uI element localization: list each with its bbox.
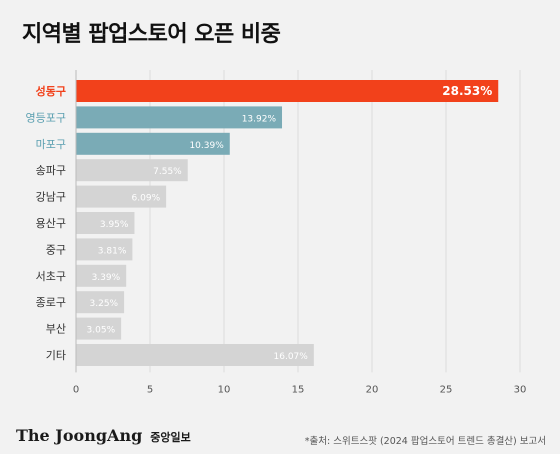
x-tick-label-15: 15 [292,384,305,395]
category-label-4: 강남구 [36,191,66,204]
brand-logo: The JoongAng 중앙일보 [16,426,191,445]
value-label-0: 28.53% [442,84,492,98]
value-label-9: 3.05% [87,326,116,336]
brand-name: The JoongAng [16,426,143,445]
x-tick-label-25: 25 [440,384,453,395]
chart-title: 지역별 팝업스토어 오픈 비중 [22,22,281,47]
category-label-3: 송파구 [36,164,66,177]
category-label-7: 서초구 [36,270,66,283]
source-note: *출처: 스위트스팟 (2024 팝업스토어 트렌드 총결산) 보고서 [304,436,546,447]
value-label-4: 6.09% [132,194,161,204]
value-label-3: 7.55% [153,167,182,177]
bar-5 [76,212,135,234]
bar-2 [76,132,230,155]
bar-3 [76,159,188,182]
x-tick-label-10: 10 [218,384,231,395]
category-label-5: 용산구 [36,217,66,230]
value-label-5: 3.95% [100,220,129,230]
bar-9 [76,317,122,340]
category-label-6: 중구 [46,243,66,256]
category-label-0: 성동구 [36,84,66,98]
bar-7 [76,264,127,287]
x-tick-label-30: 30 [514,384,527,395]
bar-4 [76,185,167,208]
bar-6 [76,238,133,261]
value-label-10: 16.07% [274,352,309,362]
value-label-8: 3.25% [90,299,119,309]
value-label-2: 10.39% [189,141,224,151]
x-tick-label-5: 5 [147,384,153,395]
category-label-8: 종로구 [36,296,66,309]
category-label-1: 영등포구 [26,111,66,124]
bar-0 [76,80,499,102]
bar-10 [76,344,314,366]
value-label-1: 13.92% [242,114,277,124]
brand-sub: 중앙일보 [150,431,191,444]
category-label-2: 마포구 [36,138,66,151]
x-tick-label-0: 0 [73,384,79,395]
bar-8 [76,291,125,314]
category-label-10: 기타 [46,349,66,362]
category-label-9: 부산 [46,323,66,336]
x-tick-label-20: 20 [366,384,379,395]
bar-chart: 0 5 10 15 20 25 30 성동구 28.53% 영등포구 13.92% 마포구 10.39%… [26,70,527,395]
value-label-7: 3.39% [92,273,121,283]
value-label-6: 3.81% [98,246,127,256]
bar-1 [76,106,283,129]
